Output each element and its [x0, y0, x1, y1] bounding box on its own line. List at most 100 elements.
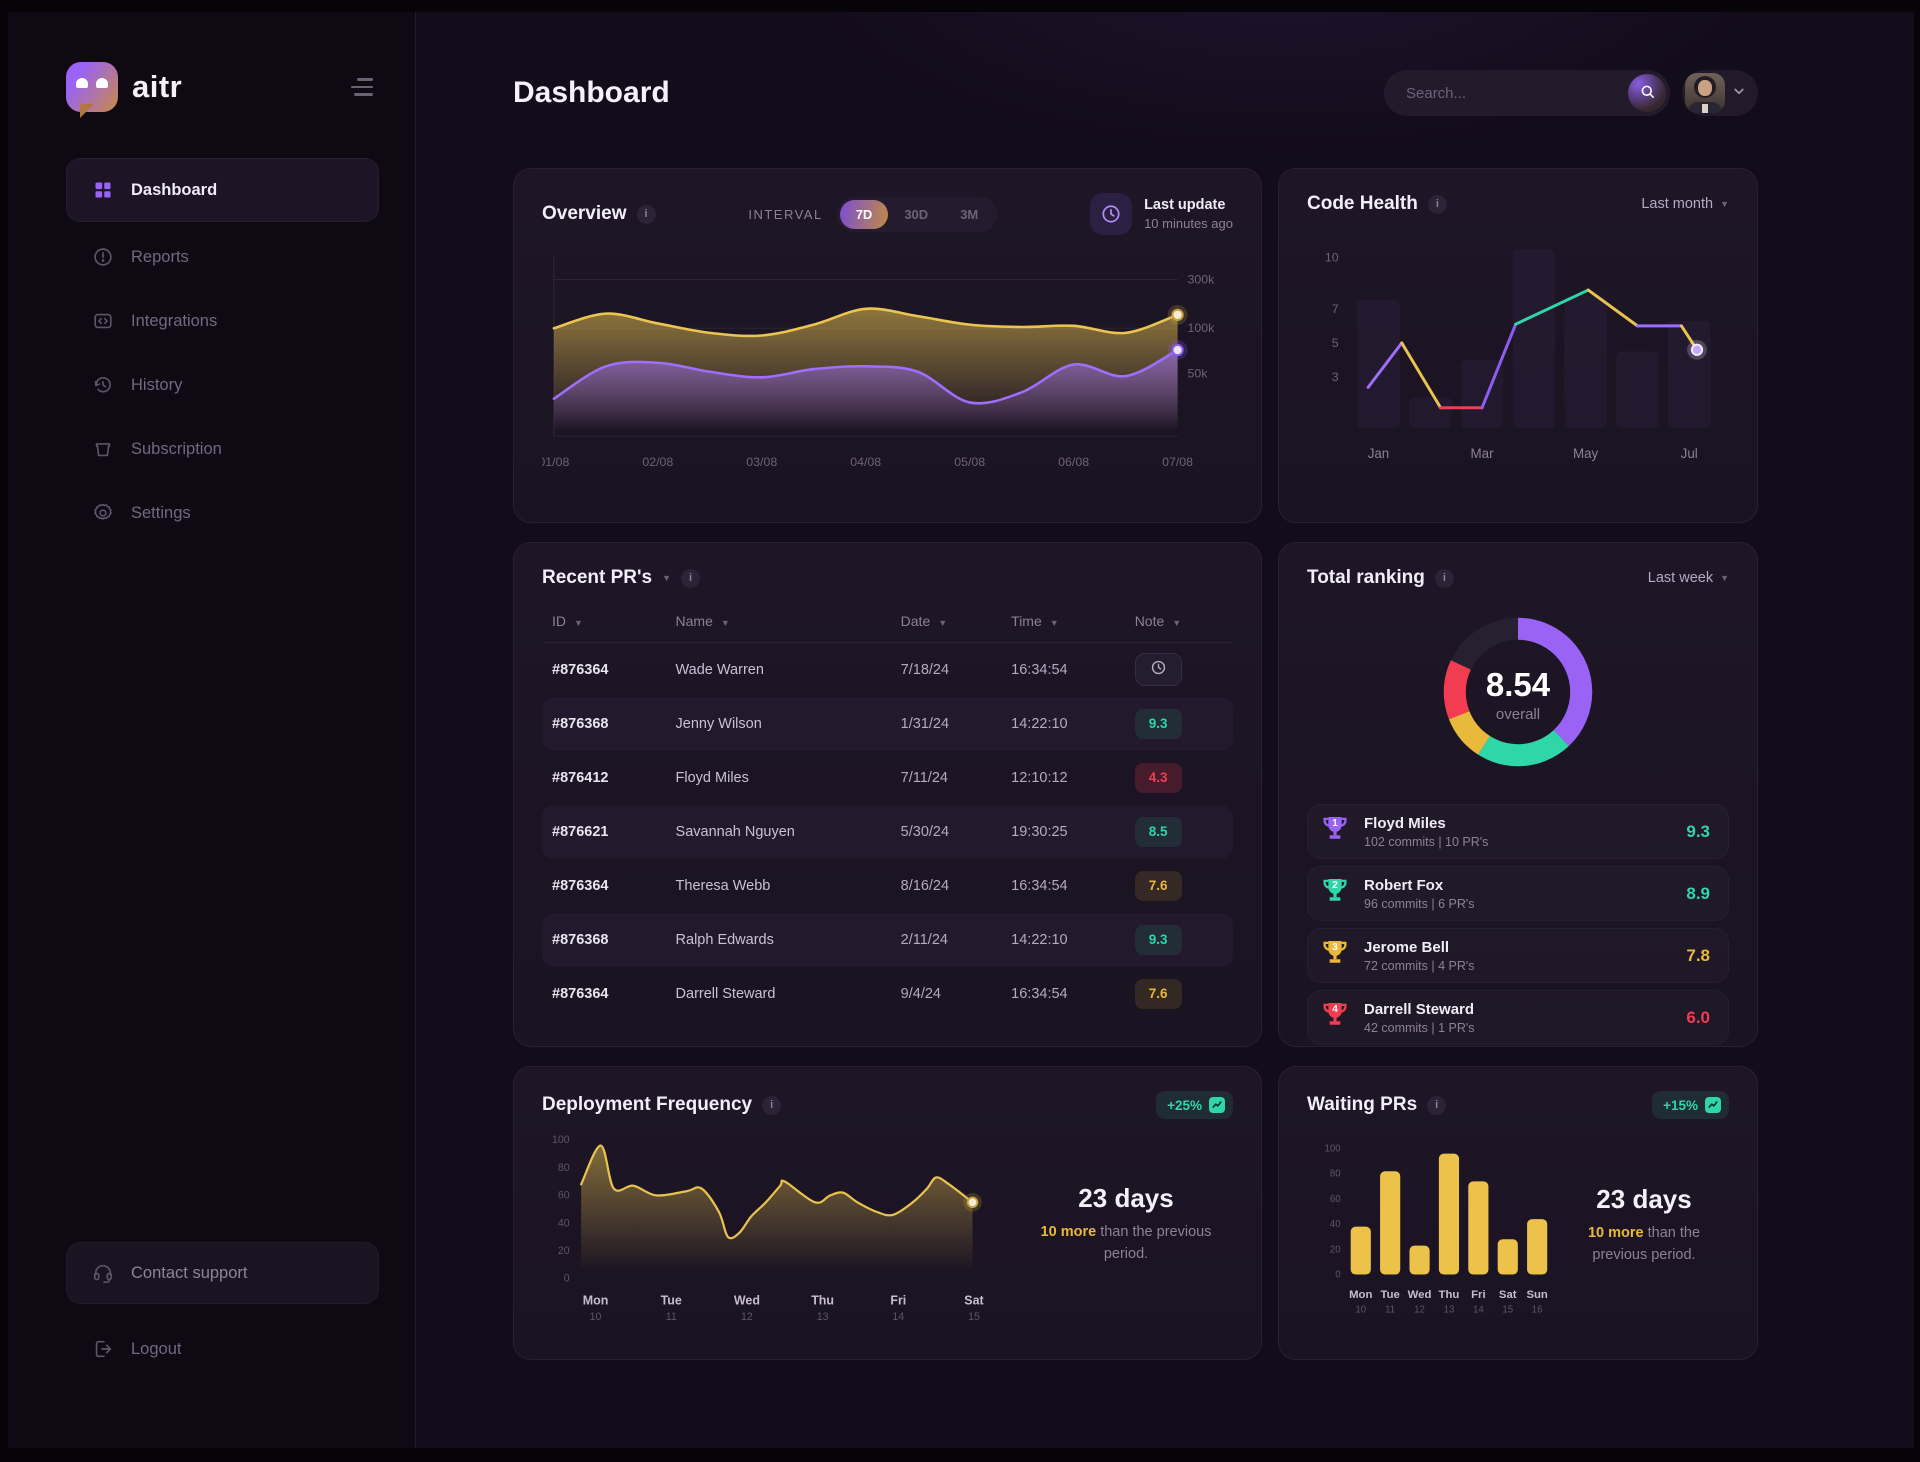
svg-text:Wed: Wed	[1408, 1289, 1432, 1301]
total-ranking-card: Total ranking i Last week ▼ 8.54 overall …	[1278, 542, 1758, 1047]
svg-text:03/08: 03/08	[746, 455, 777, 469]
sidebar-item-dashboard[interactable]: Dashboard	[66, 158, 379, 222]
svg-text:02/08: 02/08	[642, 455, 673, 469]
info-icon[interactable]: i	[636, 204, 656, 224]
menu-toggle-button[interactable]	[351, 78, 373, 96]
note-clock-button[interactable]	[1134, 653, 1182, 687]
info-icon[interactable]: i	[681, 568, 701, 588]
svg-text:Thu: Thu	[1439, 1289, 1460, 1301]
info-icon[interactable]: i	[1434, 568, 1454, 588]
ranking-list-item[interactable]: 1 Floyd Miles 102 commits | 10 PR's 9.3	[1307, 804, 1729, 859]
note-score-badge: 9.3	[1134, 708, 1182, 739]
column-header-id[interactable]: ID ▼	[542, 597, 666, 643]
svg-text:7: 7	[1332, 302, 1339, 316]
code-health-title: Code Health	[1307, 193, 1418, 214]
column-header-date[interactable]: Date ▼	[890, 597, 1002, 643]
svg-text:16: 16	[1532, 1304, 1543, 1315]
sidebar-item-integrations[interactable]: Integrations	[66, 292, 379, 350]
waiting-prs-card: Waiting PRs i +15% 100 80 60 40 20 0 Mon 10 Tue 1…	[1278, 1066, 1758, 1360]
column-header-note[interactable]: Note ▼	[1124, 597, 1233, 643]
table-row[interactable]: #876368 Ralph Edwards 2/11/24 14:22:10 9…	[542, 912, 1233, 967]
sidebar-item-settings[interactable]: Settings	[66, 484, 379, 542]
ranking-list-item[interactable]: 2 Robert Fox 96 commits | 6 PR's 8.9	[1307, 866, 1729, 921]
logo-row: aitr	[66, 62, 379, 118]
caret-down-icon[interactable]: ▼	[662, 573, 672, 583]
logout-button[interactable]: Logout	[66, 1320, 379, 1378]
svg-text:Sat: Sat	[964, 1293, 983, 1307]
pr-date: 7/18/24	[900, 661, 950, 678]
integrations-code-icon	[92, 310, 114, 332]
pr-date: 1/31/24	[890, 696, 1002, 751]
sidebar-item-reports[interactable]: Reports	[66, 228, 379, 286]
avatar	[1685, 73, 1725, 113]
table-row[interactable]: #876364 Wade Warren 7/18/24 16:34:54	[542, 643, 1233, 697]
interval-label: INTERVAL	[748, 206, 823, 222]
interval-7d-button[interactable]: 7D	[839, 199, 889, 229]
sidebar-item-label: History	[131, 375, 183, 394]
svg-text:4: 4	[1332, 1004, 1338, 1015]
code-health-period-select[interactable]: Last month ▼	[1641, 196, 1729, 212]
subscription-box-icon	[92, 438, 114, 460]
trend-chart-icon	[1209, 1097, 1225, 1113]
pr-id: #876364	[552, 661, 609, 678]
ranking-list-item[interactable]: 4 Darrell Steward 42 commits | 1 PR's 6.…	[1307, 990, 1729, 1045]
table-row[interactable]: #876364 Theresa Webb 8/16/24 16:34:54 7.…	[542, 859, 1233, 913]
svg-text:Fri: Fri	[1471, 1289, 1485, 1301]
column-header-name[interactable]: Name ▼	[665, 597, 891, 643]
info-icon[interactable]: i	[762, 1095, 782, 1115]
sidebar-item-subscription[interactable]: Subscription	[66, 420, 379, 478]
sort-caret-icon: ▼	[1049, 618, 1059, 628]
recent-prs-title: Recent PR's	[542, 567, 653, 588]
sidebar-item-history[interactable]: History	[66, 356, 379, 414]
svg-text:Mon: Mon	[1349, 1289, 1372, 1301]
table-row[interactable]: #876621 Savannah Nguyen 5/30/24 19:30:25…	[542, 804, 1233, 859]
rank-score: 9.3	[1686, 821, 1710, 841]
interval-3m-button[interactable]: 3M	[944, 200, 994, 229]
deployment-title: Deployment Frequency	[542, 1094, 753, 1115]
svg-text:2: 2	[1332, 880, 1338, 891]
pr-id: #876368	[542, 912, 666, 967]
note-score-badge: 4.3	[1134, 762, 1182, 793]
svg-text:14: 14	[1473, 1304, 1484, 1315]
clock-icon	[1150, 659, 1167, 680]
contact-support-button[interactable]: Contact support	[66, 1242, 379, 1304]
interval-30d-button[interactable]: 30D	[888, 200, 944, 229]
app-logo-text: aitr	[132, 69, 183, 104]
column-header-time[interactable]: Time ▼	[1001, 597, 1125, 643]
pr-name: Darrell Steward	[675, 985, 776, 1002]
search-bar[interactable]	[1384, 70, 1670, 116]
info-icon[interactable]: i	[1427, 1095, 1447, 1115]
ranking-list-item[interactable]: 3 Jerome Bell 72 commits | 4 PR's 7.8	[1307, 928, 1729, 983]
svg-text:5: 5	[1332, 336, 1339, 350]
search-input[interactable]	[1406, 84, 1628, 102]
overview-title: Overview	[542, 203, 627, 224]
svg-text:11: 11	[666, 1311, 677, 1323]
info-icon[interactable]: i	[1427, 194, 1447, 214]
overall-label: overall	[1495, 706, 1541, 723]
pr-time: 19:30:25	[1001, 804, 1125, 859]
caret-down-icon: ▼	[1720, 573, 1729, 583]
table-row[interactable]: #876364 Darrell Steward 9/4/24 16:34:54 …	[542, 967, 1233, 1021]
logout-icon	[92, 1338, 114, 1360]
user-menu[interactable]	[1682, 70, 1758, 116]
page-title: Dashboard	[513, 76, 670, 109]
table-row[interactable]: #876412 Floyd Miles 7/11/24 12:10:12 4.3	[542, 751, 1233, 805]
table-row[interactable]: #876368 Jenny Wilson 1/31/24 14:22:10 9.…	[542, 696, 1233, 751]
svg-text:60: 60	[558, 1190, 570, 1202]
overview-chart: 300k 100k 50k 01/08 02/08 03/08 04/08 05/08 06/0…	[538, 256, 1215, 469]
svg-text:15: 15	[968, 1311, 980, 1323]
overall-score: 8.54	[1485, 666, 1551, 703]
search-button[interactable]	[1628, 74, 1666, 112]
sidebar-item-label: Settings	[131, 503, 191, 522]
ranking-period-select[interactable]: Last week ▼	[1647, 570, 1729, 586]
svg-text:06/08: 06/08	[1058, 455, 1089, 469]
svg-text:04/08: 04/08	[850, 455, 881, 469]
topbar: Dashboard	[513, 70, 1758, 116]
pr-id: #876364	[552, 985, 609, 1002]
rank-name: Jerome Bell	[1364, 938, 1450, 956]
svg-text:40: 40	[558, 1217, 570, 1229]
trophy-icon: 2	[1319, 875, 1351, 912]
ranking-donut: 8.54 overall	[1427, 601, 1609, 788]
interval-toggle: 7D 30D 3M	[836, 196, 998, 232]
pr-time: 14:22:10	[1001, 912, 1125, 967]
